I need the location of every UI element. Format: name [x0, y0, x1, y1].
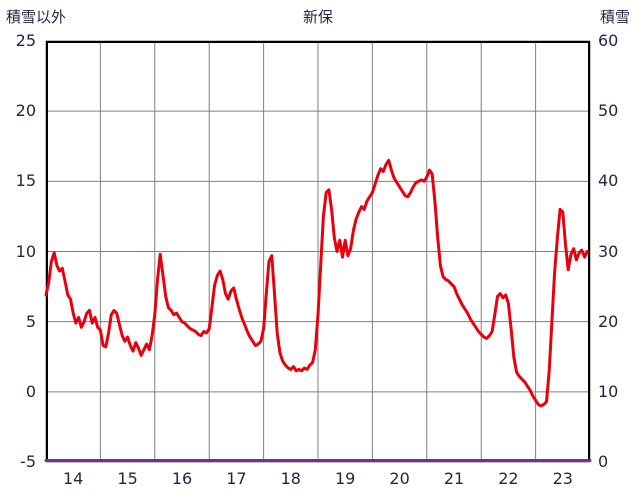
chart-title: 新保: [302, 8, 333, 26]
x-axis-tick-label: 15: [117, 469, 138, 488]
right-axis-tick-label: 40: [598, 171, 619, 191]
right-axis-title: 積雪: [599, 8, 630, 26]
left-axis-title: 積雪以外: [6, 8, 67, 26]
left-axis-tick-label: 0: [25, 381, 36, 401]
right-axis-tick-label: 30: [598, 241, 619, 261]
x-axis-tick-label: 23: [552, 469, 573, 488]
right-axis-tick-label: 50: [598, 101, 619, 121]
x-axis-tick-label: 14: [63, 469, 84, 488]
x-axis-tick-label: 18: [280, 469, 301, 488]
x-axis-tick-label: 20: [389, 469, 410, 488]
right-axis-tick-label: 60: [598, 31, 619, 50]
x-axis-tick-label: 21: [443, 469, 465, 488]
x-axis-tick-label: 17: [226, 469, 247, 488]
left-axis-tick-label: 25: [15, 31, 36, 50]
left-axis-tick-label: 20: [15, 101, 36, 121]
left-axis-tick-label: 15: [15, 171, 36, 191]
x-axis-tick-label: 16: [171, 469, 193, 488]
x-axis-tick-label: 19: [335, 469, 356, 488]
right-axis-tick-label: 20: [598, 311, 619, 331]
x-axis-tick-label: 22: [498, 469, 519, 488]
plot-area: [44, 40, 592, 463]
left-axis-tick-label: 10: [15, 241, 36, 261]
left-axis-tick-label: 5: [25, 311, 36, 331]
left-axis-tick-label: -5: [20, 452, 36, 471]
right-axis-tick-label: 0: [598, 452, 609, 471]
temperature-line: [44, 158, 589, 408]
right-axis-tick-label: 10: [598, 381, 619, 401]
